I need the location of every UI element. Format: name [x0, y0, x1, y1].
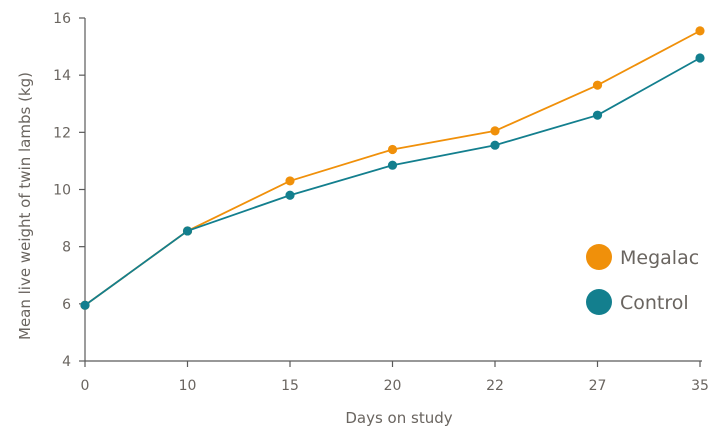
chart-legend: Megalac Control — [586, 244, 699, 315]
data-point-control — [695, 53, 705, 63]
x-axis-ticks: 0 10 15 20 22 27 35 — [81, 361, 709, 394]
legend-item-control: Control — [586, 289, 689, 315]
y-tick-label: 8 — [62, 240, 71, 256]
x-tick-label: 0 — [81, 378, 90, 394]
x-axis-title: Days on study — [345, 409, 452, 427]
x-tick-label: 20 — [384, 378, 402, 394]
legend-marker-megalac — [586, 244, 612, 270]
y-tick-label: 14 — [53, 68, 71, 84]
data-point-megalac — [490, 126, 500, 136]
x-tick-label: 27 — [589, 378, 607, 394]
series-line-control — [84, 57, 701, 306]
y-tick-label: 16 — [53, 11, 71, 27]
data-point-control — [80, 300, 90, 310]
legend-label-megalac: Megalac — [620, 247, 699, 269]
y-tick-label: 10 — [53, 183, 71, 199]
data-point-control — [592, 110, 603, 120]
y-axis-ticks: 4 6 8 10 12 14 16 — [53, 11, 85, 370]
y-axis-title: Mean live weight of twin lambs (kg) — [16, 72, 34, 340]
legend-label-control: Control — [620, 292, 689, 314]
y-tick-label: 4 — [62, 354, 71, 370]
legend-marker-control — [586, 289, 612, 315]
data-point-megalac — [592, 80, 603, 90]
legend-item-megalac: Megalac — [586, 244, 699, 270]
data-point-megalac — [387, 144, 398, 155]
data-point-control — [387, 160, 398, 170]
y-tick-label: 6 — [62, 297, 71, 313]
series-control — [80, 53, 705, 310]
data-point-control — [490, 140, 500, 150]
data-point-control — [285, 190, 295, 200]
data-point-control — [182, 226, 193, 236]
data-point-megalac — [695, 26, 705, 36]
x-tick-label: 10 — [179, 378, 197, 394]
y-tick-label: 12 — [53, 125, 71, 141]
x-tick-label: 15 — [281, 378, 299, 394]
x-tick-label: 22 — [486, 378, 504, 394]
data-point-megalac — [285, 176, 295, 186]
x-tick-label: 35 — [691, 378, 709, 394]
chart-series — [80, 26, 705, 310]
